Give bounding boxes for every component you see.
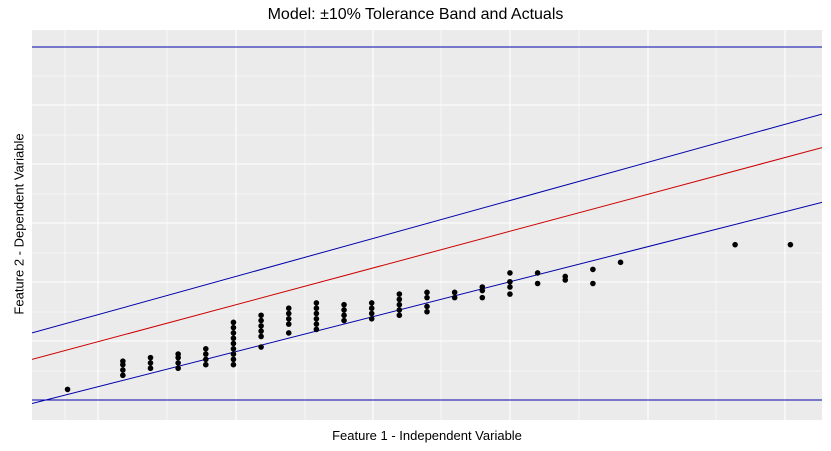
data-point: [732, 241, 738, 248]
data-point: [424, 289, 430, 296]
data-point: [230, 361, 237, 368]
data-point: [451, 294, 458, 301]
data-point: [396, 296, 403, 303]
data-point: [175, 351, 181, 357]
data-point: [507, 291, 513, 297]
data-point: [147, 360, 154, 366]
data-point: [341, 301, 347, 308]
data-point: [203, 361, 209, 368]
data-point: [230, 340, 237, 347]
data-point: [534, 280, 541, 287]
data-point: [258, 328, 264, 334]
data-point: [230, 319, 237, 326]
data-point: [285, 321, 292, 327]
data-points: [64, 241, 794, 393]
data-point: [285, 310, 292, 317]
data-point: [175, 365, 181, 372]
data-point: [590, 280, 596, 287]
data-point: [562, 273, 569, 280]
data-point: [147, 354, 154, 361]
grid-lines: [32, 30, 822, 420]
data-point: [451, 289, 458, 296]
data-point: [368, 316, 375, 322]
data-point: [507, 284, 513, 290]
data-point: [396, 307, 403, 313]
data-point: [285, 316, 292, 322]
x-axis-label: Feature 1 - Independent Variable: [332, 428, 522, 443]
data-point: [368, 310, 375, 317]
data-point: [285, 330, 292, 336]
data-point: [230, 324, 237, 331]
data-point: [479, 294, 486, 301]
data-point: [258, 312, 264, 319]
data-point: [396, 291, 403, 297]
data-point: [368, 305, 375, 312]
data-point: [313, 326, 320, 333]
data-point: [424, 294, 430, 301]
data-point: [230, 335, 237, 342]
chart-title: Model: ±10% Tolerance Band and Actuals: [267, 6, 564, 23]
y-axis-label: Feature 2 - Dependent Variable: [11, 133, 27, 315]
data-point: [507, 270, 513, 276]
data-point: [120, 372, 126, 379]
data-point: [590, 266, 596, 273]
plot-background: [32, 30, 822, 420]
data-point: [120, 358, 126, 364]
data-point: [396, 301, 403, 308]
model-lines: [32, 46, 822, 405]
data-point: [203, 356, 209, 363]
data-point: [341, 317, 347, 324]
data-point: [787, 241, 794, 248]
data-point: [203, 351, 209, 357]
data-point: [203, 346, 209, 352]
data-point: [258, 317, 264, 324]
data-point: [258, 323, 264, 329]
model-fit-line: [32, 147, 822, 360]
data-point: [479, 284, 486, 290]
upper-tolerance-line: [32, 113, 822, 334]
data-point: [396, 312, 403, 319]
data-point: [368, 300, 375, 306]
data-point: [507, 278, 513, 285]
data-point: [424, 303, 430, 310]
data-point: [341, 312, 347, 319]
data-point: [313, 321, 320, 327]
data-point: [285, 305, 292, 312]
data-point: [147, 365, 154, 372]
data-point: [341, 307, 347, 313]
data-point: [230, 351, 237, 357]
data-point: [617, 259, 624, 266]
data-point: [258, 333, 264, 340]
lower-tolerance-line: [32, 201, 822, 405]
data-point: [313, 300, 320, 306]
data-point: [64, 386, 71, 393]
data-point: [313, 305, 320, 312]
data-point: [230, 346, 237, 352]
data-point: [175, 360, 181, 366]
data-point: [230, 330, 237, 336]
data-point: [313, 310, 320, 317]
data-point: [534, 270, 541, 276]
data-point: [313, 316, 320, 322]
data-point: [230, 356, 237, 363]
data-point: [424, 308, 430, 315]
data-point: [120, 367, 126, 373]
data-point: [258, 344, 264, 350]
